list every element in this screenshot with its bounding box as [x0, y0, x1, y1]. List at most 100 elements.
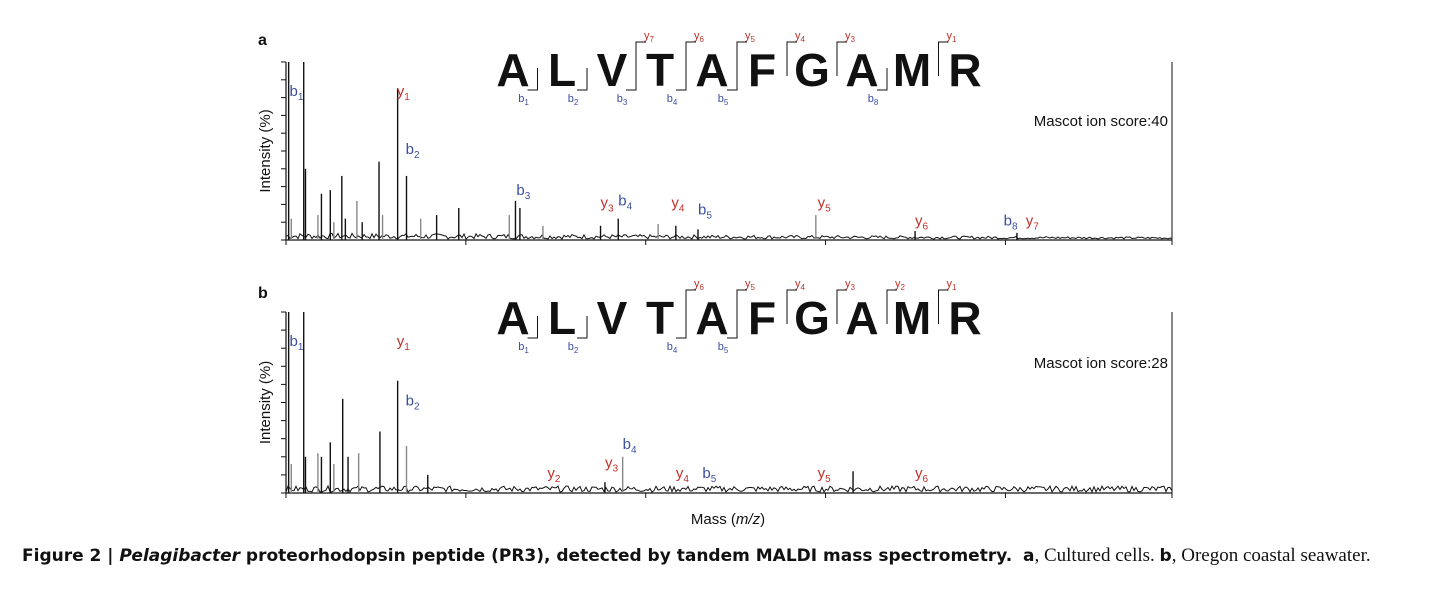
- x-axis-label: Mass (m/z): [691, 511, 765, 528]
- ion-label-b5: b5: [702, 465, 716, 485]
- sequence-residue: A: [496, 292, 529, 344]
- b-fragment-bracket: [577, 316, 588, 339]
- b-fragment-bracket: [527, 316, 538, 339]
- ion-label-y4: y4: [671, 195, 685, 215]
- b-fragment-label: b1: [518, 93, 529, 107]
- y-fragment-label: y3: [845, 30, 856, 44]
- y-fragment-label: y3: [845, 278, 856, 292]
- sequence-residue: T: [646, 44, 674, 96]
- y-fragment-label: y6: [694, 278, 705, 292]
- b-fragment-label: b4: [667, 341, 678, 355]
- ion-label-b1: b1: [290, 83, 304, 103]
- caption-title: proteorhodopsin peptide (PR3), detected …: [240, 546, 1013, 566]
- sequence-residue: L: [548, 44, 576, 96]
- caption-part-a-letter: a: [1023, 546, 1035, 566]
- y-fragment-label: y6: [694, 30, 705, 44]
- b-fragment-bracket: [626, 68, 637, 91]
- ion-label-b5: b5: [698, 202, 712, 222]
- ion-label-b3: b3: [516, 182, 530, 202]
- sequence-residue: F: [748, 44, 776, 96]
- ion-label-y4: y4: [676, 465, 690, 485]
- ion-label-y5: y5: [818, 195, 832, 215]
- ion-label-y3: y3: [601, 195, 615, 215]
- b-fragment-label: b2: [568, 93, 579, 107]
- ion-label-y5: y5: [818, 465, 832, 485]
- y-fragment-bracket: [736, 289, 747, 324]
- sequence-residue: M: [893, 44, 931, 96]
- sequence-residue: M: [893, 292, 931, 344]
- b-fragment-label: b5: [718, 93, 729, 107]
- b-fragment-bracket: [527, 68, 538, 91]
- sequence-residue: R: [948, 292, 981, 344]
- b-fragment-label: b2: [568, 341, 579, 355]
- y-fragment-label: y1: [947, 278, 958, 292]
- b-fragment-label: b5: [718, 341, 729, 355]
- y-fragment-label: y5: [745, 278, 756, 292]
- panel-letter-a: a: [258, 32, 267, 49]
- y-fragment-bracket: [786, 289, 797, 324]
- baseline-trace-b: [285, 484, 1173, 494]
- sequence-residue: A: [695, 44, 728, 96]
- b-fragment-bracket: [676, 68, 687, 91]
- y-fragment-bracket: [836, 41, 847, 76]
- y-fragment-label: y7: [644, 30, 655, 44]
- ion-label-b2: b2: [406, 141, 420, 161]
- figure-caption: Figure 2 | Pelagibacter proteorhodopsin …: [22, 545, 1422, 567]
- y-fragment-bracket: [786, 41, 797, 76]
- sequence-residue: V: [597, 44, 628, 96]
- sequence-residue: F: [748, 292, 776, 344]
- y-fragment-label: y5: [745, 30, 756, 44]
- sequence-residue: A: [845, 292, 878, 344]
- caption-genus: Pelagibacter: [119, 546, 241, 566]
- ion-label-y2: y2: [547, 465, 561, 485]
- mascot-score-b: Mascot ion score:28: [1034, 355, 1168, 372]
- y-fragment-label: y1: [947, 30, 958, 44]
- mascot-score-a: Mascot ion score:40: [1034, 113, 1168, 130]
- sequence-residue: L: [548, 292, 576, 344]
- sequence-residue: A: [695, 292, 728, 344]
- b-fragment-label: b8: [868, 93, 879, 107]
- ion-label-y6: y6: [915, 212, 929, 232]
- y-axis-label-b: Intensity (%): [257, 361, 274, 444]
- b-fragment-label: b1: [518, 341, 529, 355]
- ion-label-b1: b1: [290, 333, 304, 353]
- caption-part-a-text: , Cultured cells.: [1034, 545, 1160, 566]
- y-fragment-bracket: [685, 41, 696, 76]
- ion-label-y1: y1: [397, 333, 411, 353]
- sequence-residue: A: [845, 44, 878, 96]
- b-fragment-bracket: [676, 316, 687, 339]
- ion-label-y1: y1: [397, 83, 411, 103]
- baseline-trace-a: [285, 232, 1173, 240]
- ion-label-b4: b4: [623, 436, 637, 456]
- ion-label-b2: b2: [406, 393, 420, 413]
- y-fragment-label: y4: [795, 30, 806, 44]
- b-fragment-bracket: [577, 68, 588, 91]
- ion-label-y3: y3: [605, 454, 619, 474]
- ion-label-y6: y6: [915, 465, 929, 485]
- y-fragment-bracket: [938, 41, 949, 76]
- y-fragment-bracket: [685, 289, 696, 324]
- y-fragment-label: y4: [795, 278, 806, 292]
- y-fragment-bracket: [938, 289, 949, 324]
- caption-part-b-letter: b: [1159, 546, 1172, 566]
- b-fragment-label: b4: [667, 93, 678, 107]
- y-axis-label-a: Intensity (%): [257, 109, 274, 192]
- panel-letter-b: b: [258, 285, 268, 302]
- sequence-residue: A: [496, 44, 529, 96]
- y-fragment-bracket: [635, 41, 646, 76]
- sequence-residue: G: [794, 292, 830, 344]
- sequence-residue: G: [794, 44, 830, 96]
- ion-label-b8: b8: [1004, 212, 1018, 232]
- ion-label-y7: y7: [1026, 212, 1040, 232]
- caption-part-b-text: , Oregon coastal seawater.: [1171, 545, 1371, 566]
- b-fragment-bracket: [877, 68, 888, 91]
- sequence-residue: V: [597, 292, 628, 344]
- sequence-residue: R: [948, 44, 981, 96]
- b-fragment-label: b3: [617, 93, 628, 107]
- ion-label-b4: b4: [618, 193, 632, 213]
- caption-figure-label: Figure 2 |: [22, 546, 120, 566]
- y-fragment-bracket: [836, 289, 847, 324]
- y-fragment-bracket: [736, 41, 747, 76]
